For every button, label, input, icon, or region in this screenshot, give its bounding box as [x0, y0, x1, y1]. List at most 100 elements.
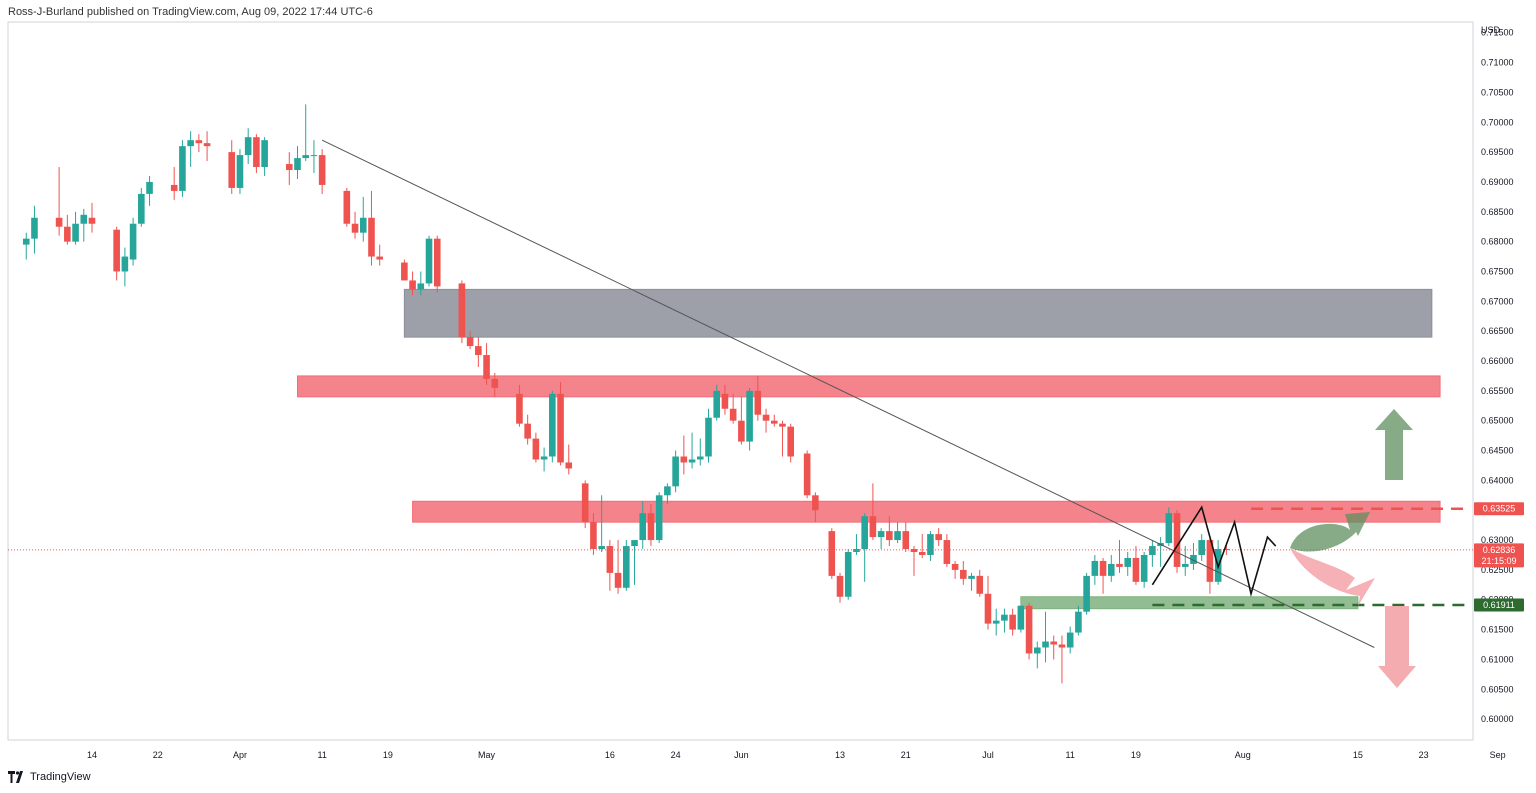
- candle: [179, 140, 186, 197]
- candle: [927, 531, 934, 561]
- candle: [409, 271, 416, 296]
- candle-body: [853, 549, 860, 552]
- candle: [1132, 546, 1140, 585]
- time-tick-label: 22: [153, 750, 163, 760]
- price-tick-label: 0.66000: [1481, 356, 1514, 366]
- candle: [812, 492, 819, 523]
- candle-body: [376, 256, 383, 260]
- candle-body: [762, 414, 770, 421]
- candle: [359, 196, 367, 242]
- candle: [803, 450, 811, 499]
- candle: [72, 211, 79, 245]
- candle: [705, 408, 712, 463]
- candle: [466, 331, 474, 350]
- price-tick-label: 0.71500: [1481, 28, 1514, 38]
- current-price-badge-bg: [1474, 543, 1524, 568]
- candle: [417, 271, 425, 296]
- price-tick-label: 0.67000: [1481, 296, 1514, 306]
- candle: [516, 384, 523, 427]
- candle-body: [1190, 554, 1197, 564]
- price-tick-label: 0.66500: [1481, 326, 1514, 336]
- time-tick-label: 21: [901, 750, 911, 760]
- candle: [664, 483, 671, 505]
- projection-arrows-layer: [1290, 409, 1416, 688]
- candle-body: [960, 569, 967, 579]
- current-price-badge-countdown: 21:15:09: [1481, 556, 1516, 566]
- candle: [762, 408, 770, 433]
- candle: [836, 572, 844, 603]
- price-tick-label: 0.70500: [1481, 87, 1514, 97]
- candle-body: [803, 453, 811, 496]
- candle-body: [828, 531, 836, 576]
- time-tick-label: 24: [671, 750, 681, 760]
- price-tick-label: 0.65500: [1481, 386, 1514, 396]
- candle-body: [647, 513, 655, 541]
- candle-body: [1198, 540, 1205, 555]
- candle: [1140, 551, 1148, 588]
- candle: [606, 540, 614, 591]
- candle-body: [1149, 546, 1156, 555]
- candle: [138, 187, 145, 227]
- candle: [729, 393, 737, 424]
- candle-body: [590, 522, 597, 550]
- candle: [540, 447, 548, 472]
- candle-body: [894, 531, 901, 541]
- candle-body: [655, 495, 663, 541]
- candle: [688, 432, 696, 469]
- candle: [1124, 551, 1132, 576]
- price-tick-label: 0.68000: [1481, 237, 1514, 247]
- price-axis[interactable]: 0.71500 0.71000 0.70500 0.70000 0.69500 0.690…: [1481, 28, 1514, 724]
- candle-body: [524, 423, 531, 439]
- candle-body: [253, 137, 260, 168]
- candle-body: [516, 393, 523, 424]
- candle: [557, 381, 564, 466]
- candle: [458, 280, 466, 344]
- time-axis[interactable]: 14 22 Apr 11 19 May 16 24 Jun 13 21 Jul 11 19 Aug 15 23 S…: [87, 750, 1506, 760]
- candle: [129, 217, 137, 266]
- candle-body: [631, 540, 638, 547]
- candle-body: [475, 346, 482, 356]
- candle-body: [540, 456, 548, 460]
- trendline: [321, 139, 1375, 648]
- candle-body: [844, 551, 852, 597]
- candle: [1075, 605, 1082, 636]
- candle: [351, 211, 359, 239]
- candle-body: [746, 390, 753, 442]
- candle-body: [1107, 563, 1115, 576]
- candle: [1198, 534, 1205, 561]
- candle-body: [433, 238, 441, 287]
- candle: [910, 546, 918, 576]
- candle: [80, 208, 88, 242]
- candle-body: [1025, 605, 1033, 654]
- candle-body: [614, 572, 622, 588]
- candle-body: [244, 137, 252, 156]
- candle-body: [1099, 560, 1107, 576]
- candle-body: [425, 238, 433, 284]
- candle: [614, 540, 622, 594]
- price-tick-label: 0.64000: [1481, 475, 1514, 485]
- candle-body: [729, 408, 737, 421]
- candle: [902, 522, 910, 552]
- candle: [228, 140, 236, 194]
- candle: [960, 560, 967, 585]
- candle-body: [285, 164, 293, 171]
- candle: [121, 247, 129, 287]
- candle: [770, 414, 778, 427]
- candle-body: [294, 158, 301, 171]
- time-tick-label: 14: [87, 750, 97, 760]
- candle-body: [187, 140, 194, 147]
- price-tick-label: 0.70000: [1481, 117, 1514, 127]
- time-tick-label: Apr: [233, 750, 247, 760]
- candle-body: [688, 459, 696, 463]
- candle-body: [409, 280, 416, 290]
- candle: [294, 146, 301, 179]
- candle: [187, 131, 194, 168]
- candle-body: [992, 620, 1000, 624]
- publisher-header: Ross-J-Burland published on TradingView.…: [8, 6, 373, 18]
- candle-body: [902, 531, 910, 550]
- candle-body: [943, 540, 951, 564]
- candle-body: [31, 217, 38, 239]
- candle: [1001, 608, 1008, 633]
